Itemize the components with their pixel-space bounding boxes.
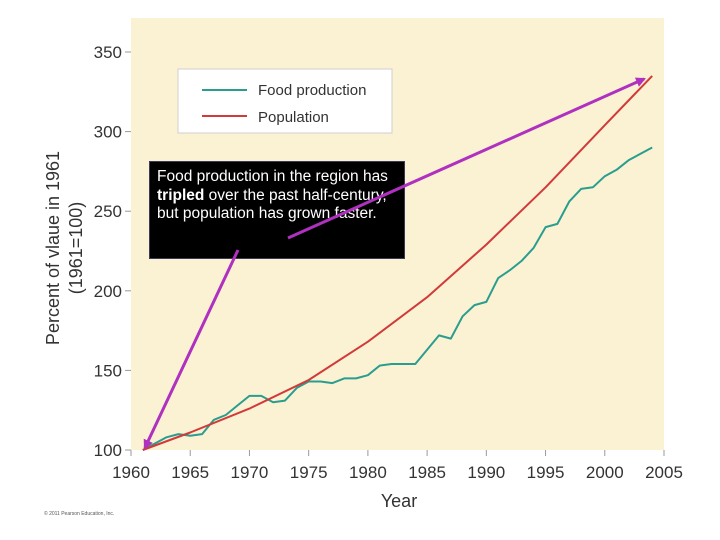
x-tick-label: 1995 [527, 463, 565, 482]
annotation-text-start: Food production in the region has [157, 168, 388, 185]
y-tick-label: 100 [94, 441, 122, 460]
y-tick-label: 250 [94, 202, 122, 221]
x-tick-label: 1960 [112, 463, 150, 482]
x-tick-label: 1990 [467, 463, 505, 482]
x-axis-title: Year [381, 491, 417, 511]
x-tick-label: 1965 [171, 463, 209, 482]
y-tick-label: 200 [94, 282, 122, 301]
x-tick-label: 1970 [231, 463, 269, 482]
y-tick-label: 150 [94, 361, 122, 380]
x-tick-label: 1975 [290, 463, 328, 482]
x-tick-label: 1980 [349, 463, 387, 482]
x-tick-label: 2005 [645, 463, 683, 482]
y-tick-label: 300 [94, 123, 122, 142]
y-axis-title: Percent of vlaue in 1961 [43, 151, 63, 345]
x-tick-label: 2000 [586, 463, 624, 482]
copyright-text: © 2011 Pearson Education, Inc. [44, 511, 115, 517]
legend: Food production Population [177, 68, 393, 134]
y-tick-label: 350 [94, 43, 122, 62]
y-axis-subtitle: (1961=100) [66, 202, 86, 295]
annotation-text-bold: tripled [157, 186, 205, 204]
legend-label-population: Population [258, 109, 329, 126]
annotation-box: Food production in the region has triple… [149, 161, 405, 259]
legend-label-food-production: Food production [258, 82, 366, 99]
x-tick-label: 1985 [408, 463, 446, 482]
